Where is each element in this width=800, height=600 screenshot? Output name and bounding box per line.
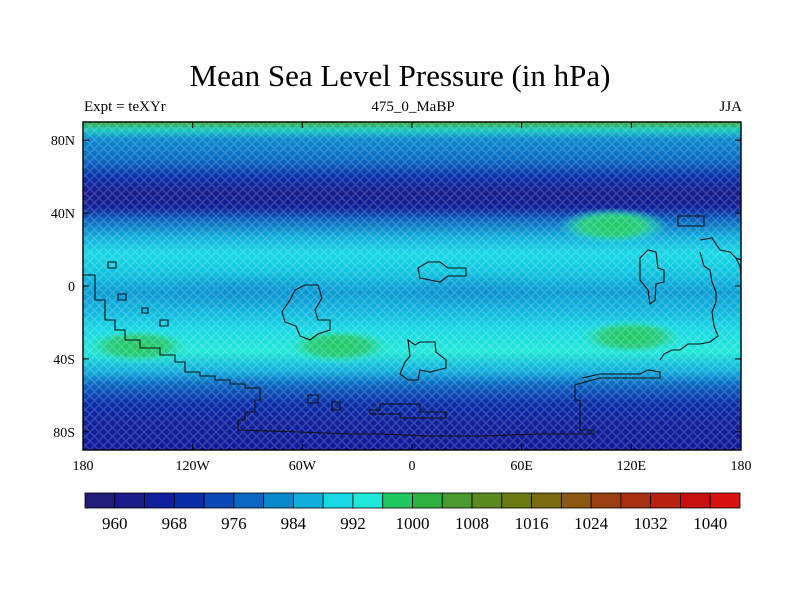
colorbar-label: 1008 bbox=[455, 514, 489, 533]
colorbar-label: 1000 bbox=[396, 514, 430, 533]
y-tick-label: 0 bbox=[68, 280, 75, 295]
colorbar-swatch bbox=[560, 492, 592, 509]
colorbar-swatch bbox=[382, 492, 413, 509]
colorbar-label: 984 bbox=[281, 514, 307, 533]
colorbar-label: 1040 bbox=[693, 514, 727, 533]
colorbar-swatch bbox=[412, 492, 443, 509]
colorbar-swatch bbox=[114, 492, 145, 509]
longitude-axis: 180 120W 60W 0 60E 120E 180 bbox=[73, 122, 752, 474]
chart-title: Mean Sea Level Pressure (in hPa) bbox=[189, 58, 611, 93]
x-tick-label: 60W bbox=[289, 459, 317, 474]
colorbar-label: 992 bbox=[340, 514, 366, 533]
colorbar-swatch bbox=[203, 492, 235, 509]
season-label: JJA bbox=[719, 99, 742, 115]
colorbar-swatch bbox=[709, 492, 741, 509]
colorbar-swatch bbox=[680, 492, 711, 509]
y-tick-label: 40S bbox=[53, 353, 75, 368]
colorbar-swatch bbox=[620, 492, 652, 509]
period-label: 475_0_MaBP bbox=[371, 99, 455, 115]
x-tick-label: 120E bbox=[617, 459, 647, 474]
colorbar-swatch bbox=[590, 492, 622, 509]
colorbar-swatch bbox=[263, 492, 294, 509]
x-tick-label: 60E bbox=[510, 459, 533, 474]
colorbar-label: 1024 bbox=[574, 514, 609, 533]
colorbar-swatch bbox=[293, 492, 324, 509]
y-tick-label: 80N bbox=[51, 134, 75, 149]
colorbar-swatch bbox=[144, 492, 175, 509]
x-tick-label: 180 bbox=[73, 459, 94, 474]
colorbar-swatch bbox=[352, 492, 384, 509]
colorbar-swatch bbox=[501, 492, 532, 509]
colorbar-swatch bbox=[441, 492, 473, 509]
experiment-label: Expt = teXYr bbox=[84, 99, 166, 115]
y-tick-label: 80S bbox=[53, 426, 75, 441]
colorbar-swatch bbox=[650, 492, 681, 509]
x-tick-label: 0 bbox=[409, 459, 416, 474]
pressure-field bbox=[83, 122, 741, 450]
colorbar-labels: 960 968 976 984 992 1000 1008 1016 1024 1032 1040 bbox=[102, 514, 727, 533]
colorbar-swatch bbox=[531, 492, 562, 509]
colorbar-label: 1016 bbox=[515, 514, 549, 533]
y-tick-label: 40N bbox=[51, 207, 75, 222]
colorbar-swatch bbox=[173, 492, 205, 509]
x-tick-label: 180 bbox=[731, 459, 752, 474]
colorbar bbox=[84, 492, 741, 509]
colorbar-label: 968 bbox=[162, 514, 188, 533]
colorbar-label: 1032 bbox=[634, 514, 668, 533]
colorbar-label: 960 bbox=[102, 514, 128, 533]
latitude-axis: 80N 40N 0 40S 80S bbox=[51, 134, 741, 441]
colorbar-swatch bbox=[322, 492, 354, 509]
colorbar-label: 976 bbox=[221, 514, 247, 533]
colorbar-swatch bbox=[84, 492, 116, 509]
colorbar-swatch bbox=[233, 492, 265, 509]
colorbar-swatch bbox=[471, 492, 503, 509]
x-tick-label: 120W bbox=[176, 459, 211, 474]
coastlines bbox=[83, 215, 741, 437]
